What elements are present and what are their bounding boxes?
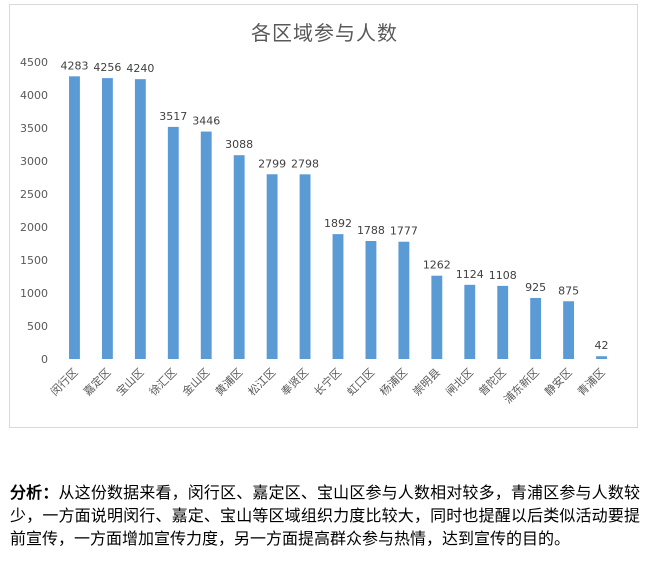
y-tick-label: 3000 xyxy=(20,155,48,168)
bar xyxy=(398,241,410,359)
y-tick-label: 2500 xyxy=(20,188,48,201)
bar xyxy=(299,174,311,359)
data-label: 42 xyxy=(595,339,609,352)
bar xyxy=(69,76,80,360)
data-label: 1262 xyxy=(423,259,451,272)
x-category-label: 金山区 xyxy=(179,365,212,398)
x-category-label: 闵行区 xyxy=(47,365,80,398)
bar xyxy=(266,174,278,359)
bar xyxy=(167,126,179,360)
x-category-label: 崇明县 xyxy=(410,366,443,399)
y-tick-label: 4000 xyxy=(20,89,48,102)
data-label: 1777 xyxy=(390,225,418,238)
data-label: 3088 xyxy=(225,138,253,151)
data-label: 3517 xyxy=(159,110,187,123)
bar xyxy=(365,240,377,359)
bar xyxy=(596,356,607,359)
data-label: 1108 xyxy=(489,269,517,282)
data-label: 1788 xyxy=(357,224,385,237)
data-label: 2798 xyxy=(291,157,319,170)
data-label: 925 xyxy=(525,281,546,294)
bar xyxy=(431,275,443,359)
x-category-label: 静安区 xyxy=(541,365,574,398)
x-category-label: 嘉定区 xyxy=(80,365,113,398)
x-category-label: 浦东新区 xyxy=(501,365,542,406)
bar xyxy=(200,131,212,359)
y-tick-label: 1500 xyxy=(20,254,48,267)
x-category-label: 闸北区 xyxy=(443,366,476,399)
x-category-label: 青浦区 xyxy=(575,366,608,399)
y-tick-label: 3500 xyxy=(20,122,48,135)
data-label: 875 xyxy=(558,284,579,297)
x-category-label: 虹口区 xyxy=(345,366,378,399)
bar xyxy=(332,234,344,359)
y-tick-label: 500 xyxy=(27,320,48,333)
data-label: 4256 xyxy=(93,61,121,74)
analysis-paragraph: 分析：从这份数据来看，闵行区、嘉定区、宝山区参与人数相对较多，青浦区参与人数较少… xyxy=(10,481,640,564)
data-label: 1892 xyxy=(324,217,352,230)
bar xyxy=(497,285,509,359)
x-category-label: 奉贤区 xyxy=(278,365,311,398)
data-label: 4240 xyxy=(126,62,154,75)
data-label: 2799 xyxy=(258,157,286,170)
x-category-label: 宝山区 xyxy=(113,365,146,398)
analysis-colon: ： xyxy=(42,483,59,502)
bar xyxy=(101,78,113,359)
data-label: 4283 xyxy=(60,59,88,72)
x-category-label: 黄浦区 xyxy=(212,365,245,398)
chart-title: 各区域参与人数 xyxy=(251,21,398,45)
y-tick-label: 1000 xyxy=(20,287,48,300)
x-category-label: 杨浦区 xyxy=(377,365,410,398)
analysis-label: 分析 xyxy=(10,483,43,502)
data-label: 1124 xyxy=(456,268,484,281)
x-category-label: 松江区 xyxy=(245,365,278,398)
bar xyxy=(134,79,146,359)
y-tick-label: 4500 xyxy=(20,56,48,69)
analysis-text: 从这份数据来看，闵行区、嘉定区、宝山区参与人数相对较多，青浦区参与人数较少，一方… xyxy=(10,483,640,548)
y-tick-label: 0 xyxy=(41,353,48,366)
x-category-label: 徐汇区 xyxy=(146,365,179,398)
bar xyxy=(233,155,245,359)
bar xyxy=(530,297,542,359)
chart-container: 各区域参与人数 0 500 1000 1500 2000 2500 3000 3500 4000… xyxy=(9,4,638,428)
y-tick-label: 2000 xyxy=(20,221,48,234)
bar xyxy=(464,284,476,359)
bar xyxy=(563,301,575,359)
x-category-label: 长宁区 xyxy=(311,365,344,398)
data-label: 3446 xyxy=(192,115,220,128)
